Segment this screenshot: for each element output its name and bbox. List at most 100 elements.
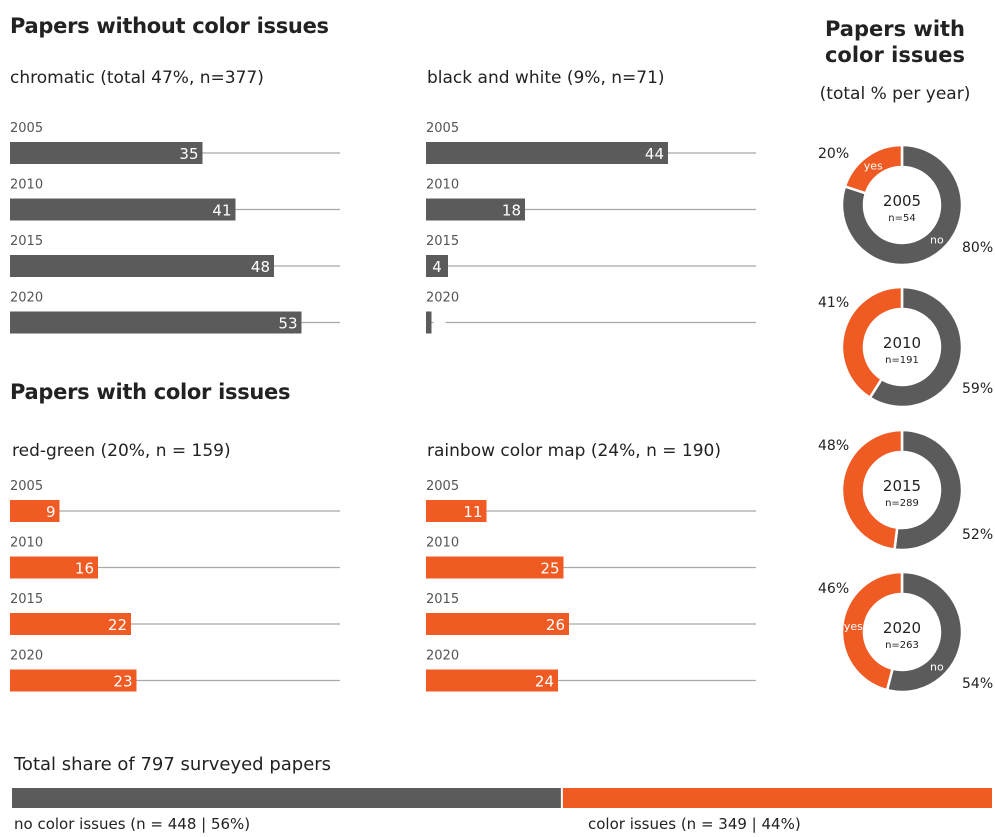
- year-label-2015: 2015: [10, 592, 43, 607]
- bar-value-2015: 4: [432, 258, 442, 276]
- pct-yes-2020: 46%: [818, 581, 850, 597]
- pct-no-2020: 54%: [962, 676, 994, 692]
- chromatic-chart: 2005 35 2010 41 2015 48 2020 53: [10, 121, 340, 334]
- bw-title: black and white (9%, n=71): [427, 68, 665, 88]
- donut-n: n=289: [885, 498, 919, 509]
- year-label-2015: 2015: [426, 234, 459, 249]
- heading-with-issues: Papers with color issues: [10, 380, 291, 404]
- bar-value-2015: 26: [546, 616, 565, 634]
- bar-value-2015: 22: [108, 616, 127, 634]
- bar-2015: [426, 255, 448, 277]
- year-label-2010: 2010: [426, 536, 459, 551]
- total-stacked-bar: [12, 788, 992, 808]
- bar-value-2005: 35: [179, 145, 198, 163]
- year-label-2010: 2010: [10, 536, 43, 551]
- bar-value-2020: 53: [278, 315, 297, 333]
- pct-yes-2005: 20%: [818, 146, 850, 162]
- bar-value-2010: 16: [75, 560, 94, 578]
- year-label-2020: 2020: [10, 291, 43, 306]
- slice-no: [885, 570, 964, 694]
- donut-2005: 2005 n=54 yes no: [840, 143, 964, 267]
- right-title-line1: Papers with: [824, 17, 966, 41]
- year-label-2005: 2005: [426, 479, 459, 494]
- bar-2010: [426, 556, 564, 579]
- bar-value-bg: [433, 315, 446, 330]
- slice-yes: [843, 143, 904, 195]
- pct-no-2015: 52%: [962, 527, 994, 543]
- donut-2010: 2010 n=191: [840, 285, 964, 409]
- bar-2020: [426, 669, 558, 692]
- bar-value-2020: 23: [113, 673, 132, 691]
- donut-n: n=263: [885, 640, 919, 651]
- right-title: Papers with color issues: [790, 16, 995, 68]
- slice-yes-label: yes: [864, 159, 883, 172]
- bar-2005: [10, 500, 60, 522]
- rainbow-chart: 2005 11 2010 25 2015 26 2020 24: [426, 479, 756, 692]
- right-title-line2: color issues: [824, 43, 966, 67]
- year-label-2020: 2020: [426, 649, 459, 664]
- redgreen-title: red-green (20%, n = 159): [12, 441, 231, 461]
- bw-chart: 2005442010182015420201: [426, 121, 756, 334]
- heading-no-issues: Papers without color issues: [10, 14, 329, 38]
- bar-2020: [10, 311, 302, 334]
- donut-year: 2015: [883, 477, 921, 495]
- year-label-2010: 2010: [10, 178, 43, 193]
- bar-2020: [426, 311, 432, 334]
- total-title: Total share of 797 surveyed papers: [14, 754, 332, 775]
- bar-value-2010: 18: [502, 202, 521, 220]
- slice-no: [868, 285, 964, 409]
- pct-no-2010: 59%: [962, 381, 994, 397]
- bar-2015: [426, 613, 569, 635]
- slice-no-label: no: [930, 660, 944, 673]
- bar-2005: [426, 142, 668, 164]
- slice-no: [893, 428, 964, 552]
- bar-value-2005: 44: [645, 145, 664, 163]
- year-label-2005: 2005: [10, 479, 43, 494]
- bar-2005: [426, 500, 487, 522]
- rainbow-title: rainbow color map (24%, n = 190): [427, 441, 721, 461]
- year-label-2010: 2010: [426, 178, 459, 193]
- total-no-issues-label: no color issues (n = 448 | 56%): [14, 815, 251, 833]
- slice-yes: [840, 428, 904, 551]
- year-label-2015: 2015: [426, 592, 459, 607]
- donut-year: 2010: [883, 334, 921, 352]
- bar-value-2010: 25: [540, 560, 559, 578]
- year-label-2020: 2020: [10, 649, 43, 664]
- year-label-2015: 2015: [10, 234, 43, 249]
- slice-no: [840, 143, 964, 267]
- donut-n: n=54: [888, 213, 915, 224]
- donut-year: 2020: [883, 619, 921, 637]
- slice-yes: [840, 285, 904, 400]
- total-segment-1: [562, 788, 992, 808]
- bar-2015: [10, 255, 274, 277]
- bar-value-2015: 48: [251, 258, 270, 276]
- slice-no-label: no: [930, 233, 944, 246]
- chromatic-title: chromatic (total 47%, n=377): [10, 68, 264, 88]
- bar-2015: [10, 613, 131, 635]
- year-label-2005: 2005: [426, 121, 459, 136]
- total-issues-label: color issues (n = 349 | 44%): [588, 815, 801, 833]
- pct-yes-2015: 48%: [818, 438, 850, 454]
- donut-n: n=191: [885, 355, 919, 366]
- bar-2010: [426, 198, 525, 221]
- donut-2020: 2020 n=263 yes no: [840, 570, 964, 694]
- pct-yes-2010: 41%: [818, 295, 850, 311]
- slice-yes-label: yes: [844, 620, 863, 633]
- pct-no-2005: 80%: [962, 240, 994, 256]
- bar-2010: [10, 556, 98, 579]
- total-segment-0: [12, 788, 561, 808]
- right-subtitle: (total % per year): [819, 84, 971, 104]
- slice-yes: [840, 570, 904, 692]
- bar-value-2010: 41: [212, 202, 231, 220]
- bar-value-2005: 11: [463, 503, 482, 521]
- donut-year: 2005: [883, 192, 921, 210]
- bar-2010: [10, 198, 236, 221]
- donut-2015: 2015 n=289: [840, 428, 964, 552]
- bar-value-2020: 24: [535, 673, 554, 691]
- year-label-2005: 2005: [10, 121, 43, 136]
- bar-value-2005: 9: [46, 503, 56, 521]
- bar-2005: [10, 142, 203, 164]
- bar-2020: [10, 669, 137, 692]
- year-label-2020: 2020: [426, 291, 459, 306]
